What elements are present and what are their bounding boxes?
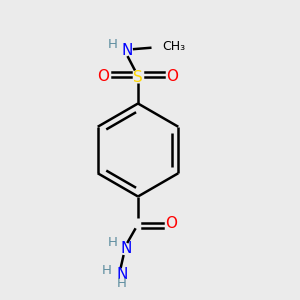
Text: H: H (117, 277, 127, 290)
Text: O: O (166, 216, 178, 231)
Text: N: N (116, 267, 128, 282)
Text: S: S (133, 70, 143, 85)
Text: CH₃: CH₃ (162, 40, 185, 53)
Text: O: O (98, 69, 110, 84)
Text: H: H (107, 236, 117, 250)
Text: N: N (121, 241, 132, 256)
Text: O: O (167, 69, 178, 84)
Text: H: H (101, 264, 111, 277)
Text: N: N (122, 43, 133, 58)
Text: H: H (108, 38, 118, 51)
